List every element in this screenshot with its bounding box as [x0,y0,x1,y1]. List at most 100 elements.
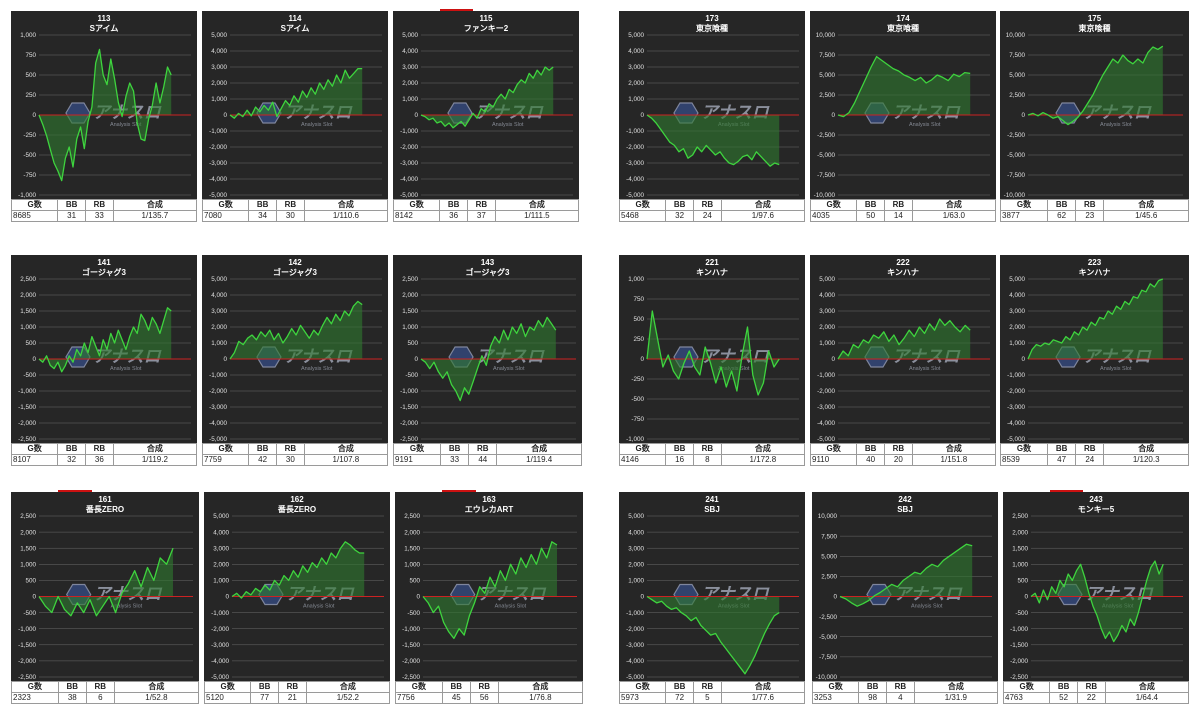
bb-value: 38 [57,692,87,704]
y-tick-label: -500 [631,396,644,403]
series-area [232,541,365,599]
chart-area: 174 東京喰種 10,000 7,500 5,000 2,500 0 -2,500 -5,00… [810,11,996,199]
y-tick-label: 3,000 [211,64,227,71]
y-tick-label: 0 [831,112,835,119]
y-tick-label: 1,000 [1009,340,1025,347]
y-tick-label: -2,500 [1007,132,1025,139]
machine-number: 223 [1088,258,1102,267]
col-header-games: G数 [201,199,250,211]
y-tick-label: 0 [1021,356,1025,363]
series-line [229,300,363,360]
bb-value: 45 [441,692,471,704]
chart-area: 115 ファンキー2 5,000 4,000 3,000 2,000 1,000 0 -1,00… [393,11,579,199]
series-line [1027,278,1164,360]
y-tick-label: -1,000 [209,128,227,135]
combined-value: 1/107.8 [303,454,389,466]
y-tick-label: 10,000 [1006,32,1026,39]
games-value: 8685 [10,210,59,222]
chart-area: 162 番長ZERO 5,000 4,000 3,000 2,000 1,000 0 -1,00… [204,492,390,681]
stats-table: G数 BB RB 合成 5468 32 24 1/97.6 [618,199,806,222]
stats-table: G数 BB RB 合成 8685 31 33 1/135.7 [10,199,198,222]
y-tick-label: -1,000 [1007,372,1025,379]
model-name: ゴージャグ3 [273,267,317,277]
col-header-rb: RB [693,443,722,455]
y-tick-label: 2,500 [1012,513,1028,520]
y-tick-label: 0 [414,356,418,363]
col-header-games: G数 [1000,199,1048,211]
y-tick-label: 2,000 [20,529,36,536]
games-value: 2323 [11,692,59,704]
col-header-combined: 合成 [303,443,389,455]
chart-area: 241 SBJ 5,000 4,000 3,000 2,000 1,000 0 -1,000 -2… [619,492,805,681]
bb-value: 32 [57,454,86,466]
stats-table: G数 BB RB 合成 4035 50 14 1/63.0 [809,199,997,222]
y-tick-label: -500 [405,372,418,379]
col-header-games: G数 [618,681,667,693]
series-area [1031,561,1164,642]
y-tick-label: 5,000 [213,513,229,520]
chart-panel-175: 175 東京喰種 10,000 7,500 5,000 2,500 0 -2,500 -5,00… [1000,11,1189,222]
y-tick-label: 1,000 [20,562,36,569]
chart-panel-242: 242 SBJ 10,000 7,500 5,000 2,500 0 -2,500 -5,000… [811,492,999,704]
y-tick-label: 500 [1017,578,1028,585]
y-tick-label: 0 [1021,112,1025,119]
combined-value: 1/64.4 [1104,692,1190,704]
col-header-bb: BB [57,199,86,211]
series-line [38,307,172,373]
games-value: 9191 [393,454,441,466]
stats-table: G数 BB RB 合成 7080 34 30 1/110.6 [201,199,389,222]
col-header-rb: RB [693,681,722,693]
stats-table: G数 BB RB 合成 8107 32 36 1/119.2 [10,443,198,466]
y-tick-label: -4,000 [209,176,227,183]
series-area [838,56,971,117]
y-tick-label: -1,500 [402,642,420,649]
bb-value: 72 [665,692,694,704]
col-header-rb: RB [85,681,115,693]
col-header-combined: 合成 [496,443,582,455]
bb-value: 33 [439,454,470,466]
y-tick-label: 0 [640,594,644,601]
y-tick-label: 2,000 [1012,529,1028,536]
y-tick-label: -10,000 [816,674,838,681]
y-tick-label: -1,500 [1010,642,1028,649]
y-tick-label: -5,000 [817,152,835,159]
y-tick-label: -3,000 [626,642,644,649]
y-tick-label: 5,000 [211,32,227,39]
games-value: 4035 [809,210,858,222]
y-tick-label: -2,000 [209,144,227,151]
stats-table: G数 BB RB 合成 7759 42 30 1/107.8 [201,443,389,466]
y-tick-label: 2,000 [402,292,418,299]
machine-number: 141 [97,258,111,267]
header-bar [1050,490,1083,493]
chart-panel-161: 161 番長ZERO 2,500 2,000 1,500 1,000 500 0 -500 -1,… [11,490,200,704]
y-tick-label: -5,000 [626,674,644,681]
y-tick-label: -3,000 [211,642,229,649]
bb-value: 50 [856,210,885,222]
y-tick-label: 0 [1024,594,1028,601]
series-line [420,66,554,129]
bb-value: 98 [858,692,887,704]
games-value: 3253 [811,692,860,704]
y-tick-label: 500 [25,578,36,585]
col-header-games: G数 [203,681,252,693]
games-value: 8107 [10,454,59,466]
y-tick-label: 2,000 [1009,324,1025,331]
machine-number: 163 [482,495,496,504]
chart-panel-223: 223 キンハナ 5,000 4,000 3,000 2,000 1,000 0 -1,000 -… [1000,255,1189,466]
y-tick-label: -1,000 [18,192,36,199]
games-value: 5120 [203,692,252,704]
y-tick-label: 0 [32,356,36,363]
col-header-combined: 合成 [303,199,389,211]
y-tick-label: -3,000 [400,160,418,167]
col-header-bb: BB [439,443,470,455]
y-tick-label: -2,000 [18,420,36,427]
bb-value: 40 [856,454,885,466]
y-tick-label: 0 [32,594,36,601]
y-tick-label: -2,500 [1010,674,1028,681]
model-name: ゴージャグ3 [466,267,510,277]
machine-number: 162 [290,495,304,504]
